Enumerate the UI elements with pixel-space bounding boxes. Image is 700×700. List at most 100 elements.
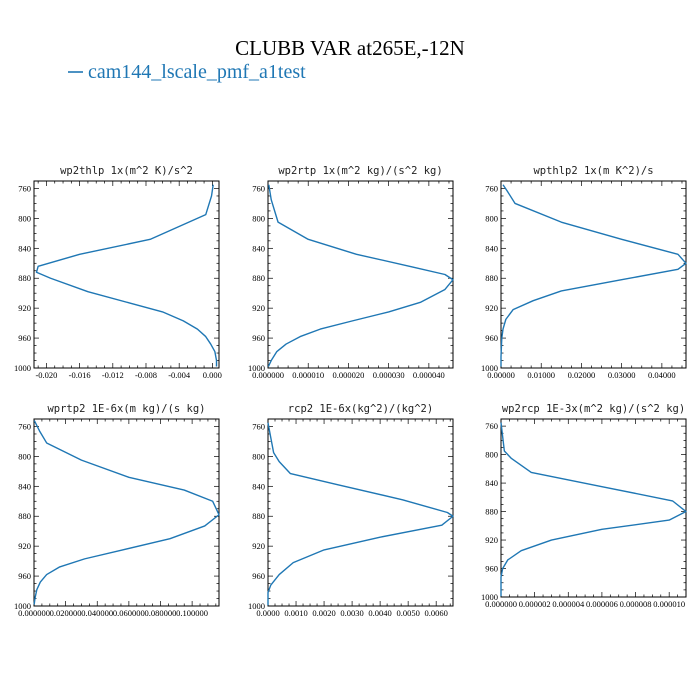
y-tick-label: 800 <box>485 450 498 460</box>
y-tick-label: 960 <box>18 571 31 581</box>
panel-title: wp2thlp 1x(m^2 K)/s^2 <box>60 165 193 177</box>
y-tick-label: 1000 <box>14 601 31 611</box>
x-tick-label: 0.000030 <box>373 370 405 380</box>
y-tick-label: 1000 <box>248 363 265 373</box>
x-tick-label: 0.080000 <box>145 608 177 618</box>
x-tick-label: -0.012 <box>102 370 124 380</box>
y-tick-label: 800 <box>252 213 265 223</box>
y-tick-label: 880 <box>485 507 498 517</box>
x-tick-label: 0.000004 <box>552 599 585 609</box>
y-tick-label: 920 <box>485 535 498 545</box>
x-tick-label: 0.000040 <box>413 370 445 380</box>
y-tick-label: 880 <box>18 273 31 283</box>
y-tick-label: 1000 <box>248 601 265 611</box>
x-tick-label: -0.020 <box>35 370 57 380</box>
y-tick-label: 840 <box>18 481 31 491</box>
y-tick-label: 760 <box>18 421 31 431</box>
y-tick-label: 880 <box>252 511 265 521</box>
y-tick-label: 960 <box>252 333 265 343</box>
y-tick-label: 760 <box>252 421 265 431</box>
panel-6: wp2rcp 1E-3x(m^2 kg)/(s^2 kg) 760 800 840 88… <box>481 403 687 609</box>
x-tick-label: 0.0010 <box>284 608 307 618</box>
x-tick-label: 0.100000 <box>176 608 208 618</box>
series-line <box>33 420 220 605</box>
plot-frame <box>500 180 687 369</box>
y-tick-label: 960 <box>18 333 31 343</box>
y-tick-label: 1000 <box>481 592 498 602</box>
panel-title: wpthlp2 1x(m K^2)/s <box>533 165 653 177</box>
x-tick-label: 0.0060 <box>424 608 447 618</box>
x-tick-label: 0.000010 <box>292 370 324 380</box>
panel-1: wp2thlp 1x(m^2 K)/s^2 760 800 840 880 920 960 1… <box>14 165 222 380</box>
y-tick-label: 800 <box>18 213 31 223</box>
figure-title: CLUBB VAR at265E,-12N <box>235 36 465 60</box>
panels: wp2thlp 1x(m^2 K)/s^2 760 800 840 880 920 960 1… <box>14 165 687 618</box>
plot-frame <box>33 180 220 369</box>
y-tick-label: 840 <box>252 243 265 253</box>
y-tick-label: 760 <box>485 183 498 193</box>
panel-2: wp2rtp 1x(m^2 kg)/(s^2 kg) 760 800 840 880 92… <box>248 165 454 380</box>
y-tick-label: 920 <box>252 541 265 551</box>
x-tick-label: 0.000002 <box>519 599 551 609</box>
x-tick-label: 0.04000 <box>648 370 676 380</box>
y-tick-label: 960 <box>252 571 265 581</box>
y-tick-label: 920 <box>18 303 31 313</box>
x-tick-label: 0.0030 <box>340 608 363 618</box>
x-tick-label: 0.040000 <box>81 608 113 618</box>
series-line <box>267 422 454 606</box>
y-tick-label: 800 <box>485 213 498 223</box>
x-tick-label: 0.0000 <box>256 608 279 618</box>
x-tick-label: 0.000000 <box>18 608 50 618</box>
panel-title: rcp2 1E-6x(kg^2)/(kg^2) <box>288 403 433 415</box>
y-tick-label: 760 <box>252 183 265 193</box>
plot-frame <box>267 180 454 369</box>
plot-frame <box>267 418 454 607</box>
series-line <box>35 184 218 367</box>
x-tick-label: 0.000000 <box>485 599 517 609</box>
y-tick-label: 800 <box>18 451 31 461</box>
x-tick-label: 0.01000 <box>527 370 555 380</box>
y-tick-label: 1000 <box>14 363 31 373</box>
panel-3: wpthlp2 1x(m K^2)/s 760 800 840 880 920 960 100… <box>481 165 687 380</box>
y-tick-label: 920 <box>18 541 31 551</box>
panel-4: wprtp2 1E-6x(m kg)/(s kg) 760 800 840 880 920… <box>14 403 220 618</box>
x-tick-label: 0.000020 <box>332 370 364 380</box>
y-tick-label: 920 <box>485 303 498 313</box>
x-tick-label: -0.004 <box>168 370 191 380</box>
plot-frame <box>33 418 220 607</box>
y-tick-label: 840 <box>18 243 31 253</box>
legend: cam144_lscale_pmf_a1test <box>68 61 306 83</box>
y-tick-label: 840 <box>485 243 498 253</box>
series-line <box>500 184 687 367</box>
panel-title: wp2rcp 1E-3x(m^2 kg)/(s^2 kg) <box>502 403 685 415</box>
panel-5: rcp2 1E-6x(kg^2)/(kg^2) 760 800 840 880 920 96… <box>248 403 454 618</box>
y-tick-label: 840 <box>485 478 498 488</box>
x-tick-label: 0.0020 <box>312 608 335 618</box>
y-tick-label: 920 <box>252 303 265 313</box>
panel-title: wp2rtp 1x(m^2 kg)/(s^2 kg) <box>278 165 442 177</box>
series-line <box>267 184 454 367</box>
x-tick-label: 0.060000 <box>113 608 145 618</box>
x-tick-label: 0.02000 <box>568 370 596 380</box>
series-line <box>500 422 687 597</box>
x-tick-label: -0.016 <box>69 370 91 380</box>
x-tick-label: 0.000006 <box>586 599 618 609</box>
x-tick-label: 0.0050 <box>396 608 419 618</box>
x-tick-label: 0.000008 <box>620 599 652 609</box>
x-tick-label: 0.0040 <box>368 608 391 618</box>
x-tick-label: 0.020000 <box>50 608 82 618</box>
x-tick-label: 0.03000 <box>608 370 636 380</box>
x-tick-label: 0.000000 <box>252 370 284 380</box>
y-tick-label: 800 <box>252 451 265 461</box>
panel-title: wprtp2 1E-6x(m kg)/(s kg) <box>47 403 205 415</box>
y-tick-label: 840 <box>252 481 265 491</box>
y-tick-label: 880 <box>252 273 265 283</box>
x-tick-label: -0.008 <box>135 370 157 380</box>
plot-frame <box>500 418 687 598</box>
legend-label: cam144_lscale_pmf_a1test <box>88 61 306 83</box>
y-tick-label: 960 <box>485 333 498 343</box>
x-tick-label: 0.000 <box>203 370 222 380</box>
y-tick-label: 1000 <box>481 363 498 373</box>
y-tick-label: 760 <box>18 183 31 193</box>
